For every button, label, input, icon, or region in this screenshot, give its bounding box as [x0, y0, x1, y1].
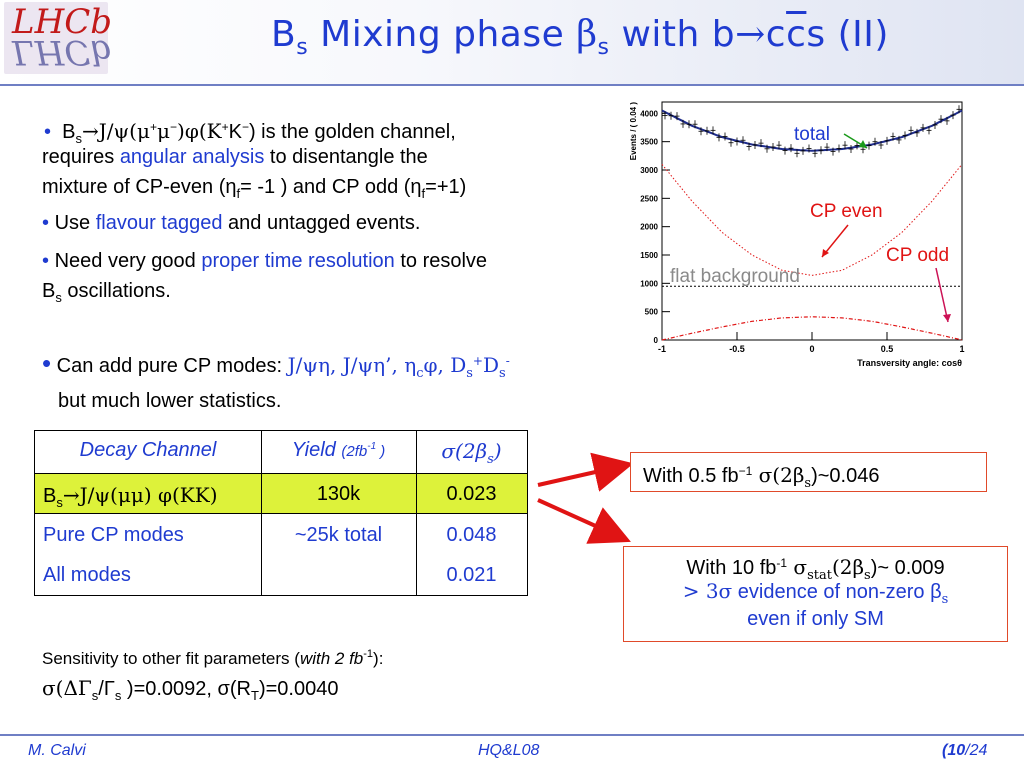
transversity-angle-plot: 0 500 1000 1500 2000 2500 3000 3500 4000 -1 -0.5 0 0… — [629, 101, 965, 368]
result-box-half-fb: With 0.5 fb−1 σ(2βs)~0.046 — [630, 452, 987, 492]
footer-author: M. Calvi — [28, 742, 86, 759]
footer-divider — [0, 734, 1024, 736]
annotation-cp-odd: CP odd — [886, 245, 949, 266]
result-box-ten-fb-line3: even if only SM — [747, 608, 884, 630]
y-tick-label: 2500 — [640, 194, 658, 203]
footer-conference: HQ&L08 — [478, 742, 540, 759]
table-row-divider — [35, 513, 527, 514]
x-tick-label: 0.5 — [881, 344, 894, 354]
bullet-dot: • — [42, 250, 50, 272]
table-cell-channel: Pure CP modes — [43, 524, 184, 546]
sensitivity-table: Decay Channel Yield (2fb-1 ) σ(2βs) Bs→J… — [34, 430, 528, 596]
header-background — [0, 0, 1024, 84]
x-axis-label: Transversity angle: cosθ — [857, 358, 962, 368]
logo-text-bottom: LHCb — [12, 32, 113, 72]
y-axis-label: Events / ( 0.04 ) — [629, 102, 638, 161]
footer-page-number: (10/24 — [942, 742, 988, 759]
bullet-time-resolution-line1: • Need very good proper time resolution … — [42, 250, 488, 272]
bullet-pure-cp-modes: • Can add pure CP modes: J/ψη, J/ψη’, ηc… — [42, 348, 510, 381]
sensitivity-line1: Sensitivity to other fit parameters (wit… — [42, 648, 384, 668]
annotation-arrowhead-total — [859, 140, 867, 148]
annotation-arrowhead-cp-odd — [943, 314, 951, 322]
table-header-yield: Yield (2fb-1 ) — [291, 439, 386, 461]
slide-title: Bs Mixing phase βs with b→ccs (II) — [271, 14, 889, 60]
table-col-divider — [416, 431, 417, 595]
table-header-channel: Decay Channel — [79, 439, 217, 461]
series-line-cp-even — [661, 163, 963, 276]
table-col-divider — [261, 431, 262, 595]
annotation-cp-even: CP even — [810, 201, 883, 222]
plot-frame — [661, 101, 963, 341]
y-tick-label: 3500 — [640, 138, 658, 147]
bullet-time-resolution-line2: Bs oscillations. — [42, 280, 171, 305]
sensitivity-line2: σ(ΔΓs/Γs )=0.0092, σ(RT)=0.0040 — [42, 676, 339, 703]
bullet-flavour-tagged: • Use flavour tagged and untagged events… — [42, 212, 421, 234]
x-tick-label: -0.5 — [729, 344, 745, 354]
bullet-dot: • — [44, 121, 52, 143]
arrow-to-box2 — [537, 498, 631, 544]
y-tick-label: 3000 — [640, 166, 658, 175]
arrow-to-box1 — [537, 452, 634, 492]
logo-text-top: LHCb — [12, 2, 113, 42]
bullet-golden-channel-line3: mixture of CP-even (ηf= -1 ) and CP odd … — [42, 176, 467, 201]
x-tick-label: 1 — [959, 344, 964, 354]
y-tick-label: 2000 — [640, 223, 658, 232]
table-header-divider — [35, 473, 527, 474]
table-cell-yield: 130k — [316, 483, 361, 505]
lhcb-logo: LHCb LHCb — [4, 2, 112, 74]
result-box-ten-fb: With 10 fb-1 σstat(2βs)~ 0.009 > 3σ evid… — [623, 546, 1008, 642]
result-box-half-fb-text: With 0.5 fb−1 σ(2βs)~0.046 — [643, 463, 880, 491]
series-line-total — [661, 109, 963, 152]
series-line-cp-odd — [661, 316, 963, 341]
highlight-angular-analysis: angular analysis — [119, 146, 265, 168]
table-cell-sigma: 0.048 — [446, 524, 497, 546]
bullet-pure-cp-modes-line2: but much lower statistics. — [58, 390, 282, 412]
y-tick-label: 1500 — [640, 251, 658, 260]
table-cell-sigma: 0.023 — [446, 483, 497, 505]
x-tick-label: 0 — [809, 344, 814, 354]
y-tick-label: 1000 — [640, 279, 658, 288]
header-divider — [0, 84, 1024, 86]
highlight-time-resolution: proper time resolution — [201, 250, 395, 272]
table-to-box-arrows — [537, 452, 634, 544]
y-tick-label: 0 — [654, 336, 659, 345]
highlight-flavour-tagged: flavour tagged — [95, 212, 223, 234]
annotation-total: total — [794, 124, 830, 145]
result-box-ten-fb-line2: > 3σ evidence of non-zero βs — [682, 579, 949, 607]
table-header-sigma: σ(2βs) — [441, 439, 502, 467]
bullet-dot: • — [42, 212, 50, 234]
annotation-arrow-cp-odd — [935, 267, 949, 323]
y-tick-label: 500 — [645, 308, 659, 317]
table-row-highlight — [35, 473, 527, 513]
table-cell-sigma: 0.021 — [446, 564, 497, 586]
bullet-golden-channel-line1: • Bs→J/ψ(μ+μ−)φ(K+K−) is the golden chan… — [44, 119, 456, 146]
bullet-golden-channel-line2: requires angular analysis to disentangle… — [42, 146, 428, 168]
annotation-arrowhead-cp-even — [822, 249, 829, 257]
table-cell-yield: ~25k total — [294, 524, 383, 546]
result-box-ten-fb-line1: With 10 fb-1 σstat(2βs)~ 0.009 — [686, 555, 945, 583]
table-cell-channel: Bs→J/ψ(μμ) φ(KK) — [43, 483, 218, 510]
y-tick-label: 4000 — [640, 109, 658, 118]
x-tick-label: -1 — [658, 344, 666, 354]
bullet-dot: • — [42, 348, 52, 378]
annotation-flat-background: flat background — [670, 266, 800, 287]
table-cell-channel: All modes — [43, 564, 131, 586]
